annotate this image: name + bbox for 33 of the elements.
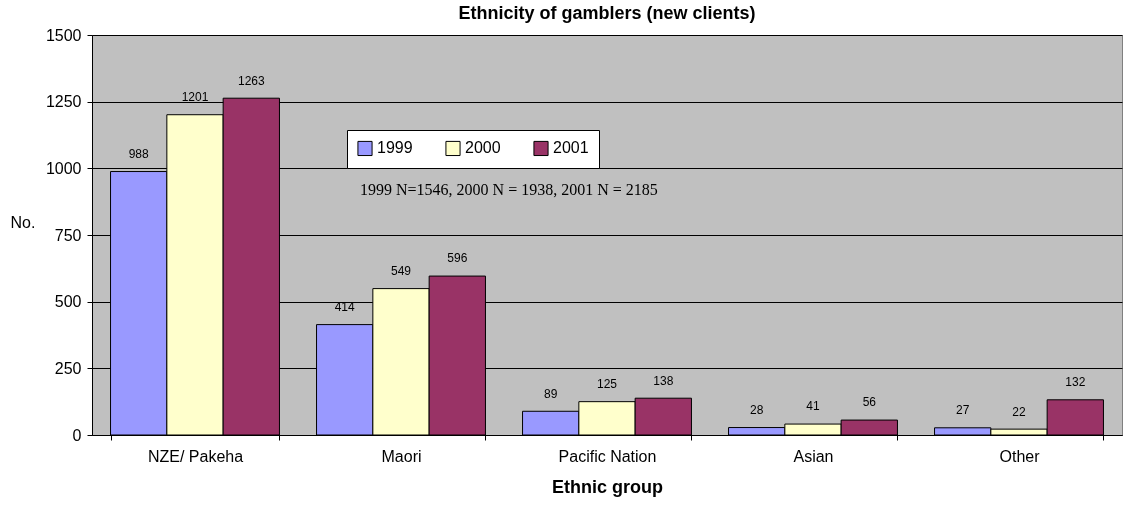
chart-title: Ethnicity of gamblers (new clients) [458,3,756,23]
x-tick-label: Other [999,447,1041,465]
data-label: 132 [1065,375,1086,390]
x-tick-label: NZE/ Pakeha [147,447,244,465]
data-label: 988 [128,146,150,161]
x-tick-label: Maori [381,447,422,465]
data-label: 27 [956,403,970,418]
x-tick-label: Asian [793,447,834,465]
data-label: 549 [390,264,412,278]
x-tick-label: Pacific Nation [558,447,657,465]
data-label: 89 [544,386,558,401]
y-tick-label: 750 [54,226,82,244]
data-label: 41 [806,399,820,414]
y-tick-label: 0 [72,426,82,444]
data-label: 1201 [181,90,209,105]
data-label: 56 [862,395,877,410]
x-axis-title: Ethnic group [552,476,663,497]
data-label: 1263 [237,73,265,88]
annotation: 1999 N=1546, 2000 N = 1938, 2001 N = 2185 [360,181,658,198]
y-tick-label: 1000 [45,159,82,177]
data-label: 22 [1012,404,1026,419]
data-label: 138 [653,373,674,388]
legend-label: 2000 [465,139,501,157]
y-tick-label: 500 [54,293,82,311]
y-tick-label: 1250 [45,93,82,111]
data-label: 596 [447,251,468,266]
y-tick-label: 1500 [45,26,82,44]
data-label: 28 [750,402,764,417]
legend-label: 2001 [553,139,589,157]
y-axis-title: No. [10,213,36,231]
data-label: 125 [596,377,618,392]
y-tick-label: 250 [54,359,82,377]
legend-label: 1999 [377,139,413,157]
